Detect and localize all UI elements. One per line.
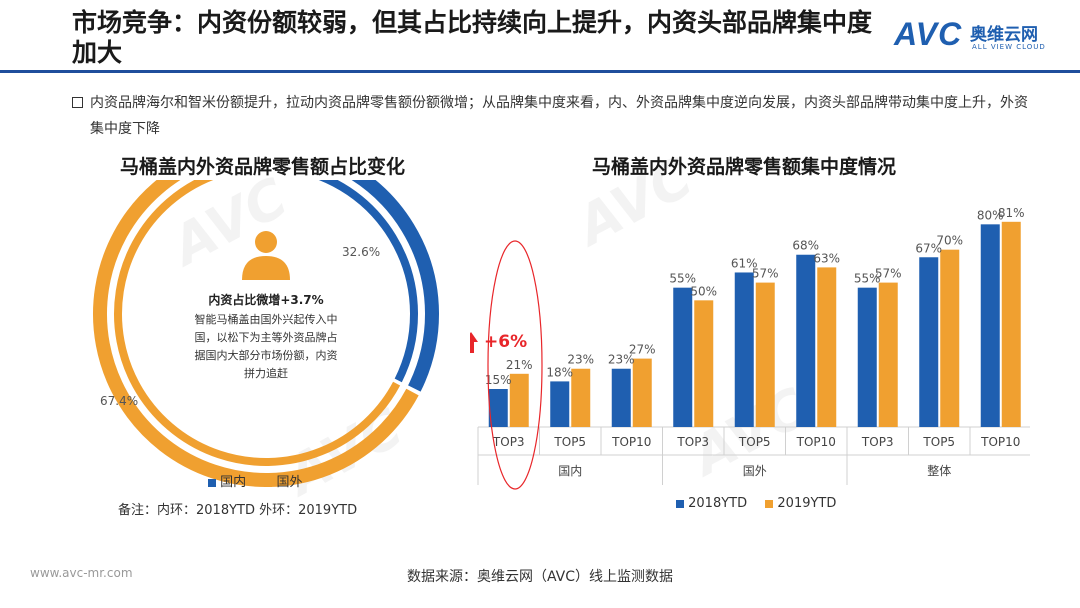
donut-desc-line: 智能马桶盖由国外兴起传入中 xyxy=(195,312,338,326)
note: 备注：内环：2018YTD 外环：2019YTD xyxy=(118,503,358,518)
legend-swatch-foreign xyxy=(264,478,273,487)
bar-value-label: 23% xyxy=(608,353,635,367)
x-tick-label: TOP10 xyxy=(796,435,836,449)
x-tick-label: TOP5 xyxy=(738,435,771,449)
growth-annotation: +6% xyxy=(484,332,527,352)
page-title: 市场竞争：内资份额较弱，但其占比持续向上提升，内资头部品牌集中度加大 xyxy=(72,8,873,67)
legend-label: 国外 xyxy=(276,475,303,490)
data-source: 数据来源：奥维云网（AVC）线上监测数据 xyxy=(406,569,674,585)
x-group-label: 国内 xyxy=(558,464,582,478)
x-tick-label: TOP3 xyxy=(676,435,709,449)
donut-chart: 32.6% 67.4% 内资占比微增+3.7% 智能马桶盖由国外兴起传入中 国，以… xyxy=(93,180,439,487)
x-group-label: 整体 xyxy=(927,463,951,478)
bar-value-label: 23% xyxy=(567,353,594,367)
left-chart-title: 马桶盖内外资品牌零售额占比变化 xyxy=(120,156,406,178)
legend-swatch-2018 xyxy=(676,499,684,508)
bar-2018YTD-5 xyxy=(796,254,816,427)
bar-2019YTD-6 xyxy=(878,282,898,427)
inner-ring-slice-domestic xyxy=(318,180,418,383)
site-url: www.avc-mr.com xyxy=(30,566,133,580)
summary-text: 内资品牌海尔和智米份额提升，拉动内资品牌零售额份额微增；从品牌集中度来看，内、外… xyxy=(90,95,1028,137)
outer-ring-slice-foreign xyxy=(93,180,419,487)
bar-value-label: 18% xyxy=(546,365,573,379)
donut-legend: 国内 国外 xyxy=(208,471,302,490)
slice-label-foreign: 67.4% xyxy=(100,394,138,408)
brand-logo: AVC 奥维云网 ALL VIEW CLOUD xyxy=(894,16,1064,60)
person-icon xyxy=(242,231,290,280)
bar-chart: 15%21%18%23% 23%27%55%50%61%57%68%63%55%5… xyxy=(470,206,1030,490)
legend-label: 2019YTD xyxy=(777,496,837,511)
legend-label: 国内 xyxy=(220,475,247,490)
bar-2019YTD-5 xyxy=(817,267,837,427)
bar-2019YTD-8 xyxy=(1001,221,1021,427)
bar-2018YTD-2 xyxy=(611,368,631,427)
up-arrow-icon xyxy=(470,332,478,353)
outer-ring-slice-domestic xyxy=(351,180,439,392)
bar-value-label: 63% xyxy=(813,251,840,265)
header-divider xyxy=(0,70,1080,73)
bar-value-label: 21% xyxy=(506,358,533,372)
bar-2018YTD-8 xyxy=(980,224,1000,427)
bar-value-label: 55% xyxy=(854,272,881,286)
bar-value-label: 57% xyxy=(752,267,779,281)
bar-value-label: 80% xyxy=(977,208,1004,222)
bar-value-label: 81% xyxy=(998,206,1025,220)
bar-value-label: 67% xyxy=(915,241,942,255)
bar-2018YTD-4 xyxy=(734,272,754,427)
donut-desc-line: 国，以松下为主等外资品牌占 xyxy=(195,330,338,344)
donut-headline: 内资占比微增+3.7% xyxy=(208,292,323,307)
bar-2019YTD-3 xyxy=(694,300,714,427)
slice-label-domestic: 32.6% xyxy=(342,245,380,259)
bar-value-label: 27% xyxy=(629,343,656,357)
x-tick-label: TOP10 xyxy=(980,435,1020,449)
logo-en: ALL VIEW CLOUD xyxy=(972,43,1046,51)
right-chart-title: 马桶盖内外资品牌零售额集中度情况 xyxy=(592,156,897,178)
bar-2018YTD-0 xyxy=(488,389,508,427)
bar-value-label: 70% xyxy=(936,234,963,248)
header: 市场竞争：内资份额较弱，但其占比持续向上提升，内资头部品牌集中度加大 AVC 奥… xyxy=(0,0,1080,78)
legend-swatch-domestic xyxy=(208,478,216,487)
bar-2018YTD-3 xyxy=(673,287,693,427)
bar-value-label: 57% xyxy=(875,267,902,281)
x-tick-label: TOP5 xyxy=(922,435,955,449)
logo-cn: 奥维云网 xyxy=(970,25,1038,45)
x-tick-label: TOP5 xyxy=(553,435,586,449)
legend-label: 2018YTD xyxy=(688,496,748,511)
bar-value-label: 68% xyxy=(792,239,819,253)
legend-swatch-2019 xyxy=(765,499,774,508)
bar-value-label: 61% xyxy=(731,256,758,270)
donut-desc-line: 据国内大部分市场份额，内资 xyxy=(195,348,338,362)
bar-value-label: 15% xyxy=(485,373,512,387)
x-group-label: 国外 xyxy=(743,464,767,478)
bar-legend: 2018YTD 2019YTD xyxy=(676,496,836,511)
x-tick-label: TOP3 xyxy=(861,435,894,449)
bar-2019YTD-0 xyxy=(509,373,529,427)
x-tick-label: TOP10 xyxy=(611,435,651,449)
logo-text: AVC xyxy=(894,16,963,52)
bar-2019YTD-7 xyxy=(940,249,960,427)
bar-2019YTD-2 xyxy=(632,358,652,427)
bullet-square-icon xyxy=(72,97,83,108)
bar-2018YTD-7 xyxy=(919,257,939,427)
bar-value-label: 55% xyxy=(669,272,696,286)
bar-value-label: 50% xyxy=(690,284,717,298)
summary-bullet: 内资品牌海尔和智米份额提升，拉动内资品牌零售额份额微增；从品牌集中度来看，内、外… xyxy=(72,90,1032,142)
bar-2019YTD-4 xyxy=(755,282,775,427)
x-tick-label: TOP3 xyxy=(492,435,525,449)
inner-ring-slice-foreign xyxy=(114,180,401,466)
bar-2018YTD-1 xyxy=(550,381,570,427)
highlight-ellipse xyxy=(487,240,543,490)
bar-2019YTD-1 xyxy=(571,368,591,427)
donut-desc-line: 拼力追赶 xyxy=(244,366,288,380)
bar-2018YTD-6 xyxy=(857,287,877,427)
